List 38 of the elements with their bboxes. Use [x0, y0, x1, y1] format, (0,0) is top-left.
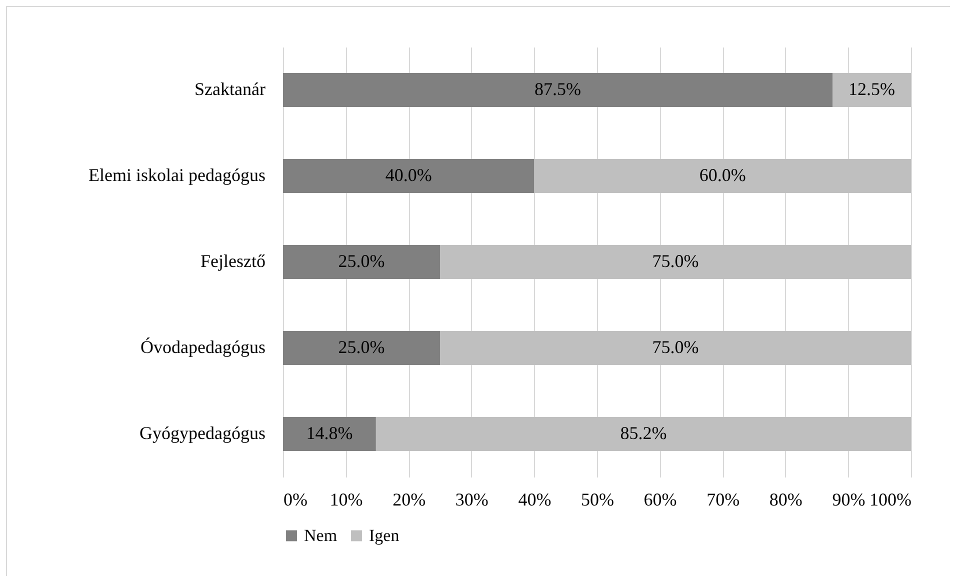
x-tick-label: 70%: [706, 490, 740, 510]
bar: [534, 159, 911, 193]
bar: [376, 417, 911, 451]
x-tick-label: 40%: [518, 490, 552, 510]
x-tick-label: 80%: [769, 490, 802, 510]
legend-label: Nem: [304, 526, 338, 545]
x-tick-label: 20%: [392, 490, 426, 510]
bar: [283, 159, 534, 193]
bar: [440, 331, 911, 365]
y-tick-label: Óvodapedagógus: [140, 337, 266, 357]
y-tick-label: Szaktanár: [194, 79, 266, 99]
bar: [283, 417, 376, 451]
data-label: 40.0%: [385, 165, 432, 185]
data-label: 75.0%: [652, 337, 699, 357]
data-label: 87.5%: [534, 79, 581, 99]
y-tick-label: Gyógypedagógus: [140, 423, 266, 443]
bar: [440, 245, 911, 279]
bar: [832, 73, 911, 107]
x-tick-label: 50%: [581, 490, 614, 510]
data-label: 14.8%: [306, 423, 353, 443]
legend-label: Igen: [369, 526, 400, 545]
data-label: 12.5%: [848, 79, 895, 99]
data-label: 25.0%: [338, 337, 385, 357]
x-tick-label: 0%: [284, 490, 308, 510]
x-tick-label: 60%: [644, 490, 677, 510]
x-tick-label: 100%: [870, 490, 912, 510]
x-tick-label: 90%: [832, 490, 866, 510]
data-label: 75.0%: [652, 251, 699, 271]
bar: [283, 331, 440, 365]
x-tick-label: 10%: [330, 490, 363, 510]
bar: [283, 73, 832, 107]
x-tick-label: 30%: [455, 490, 488, 510]
data-label: 85.2%: [620, 423, 667, 443]
y-tick-label: Elemi iskolai pedagógus: [88, 165, 266, 185]
y-tick-label: Fejlesztő: [200, 251, 266, 271]
data-label: 25.0%: [338, 251, 385, 271]
data-label: 60.0%: [699, 165, 746, 185]
bar: [283, 245, 440, 279]
